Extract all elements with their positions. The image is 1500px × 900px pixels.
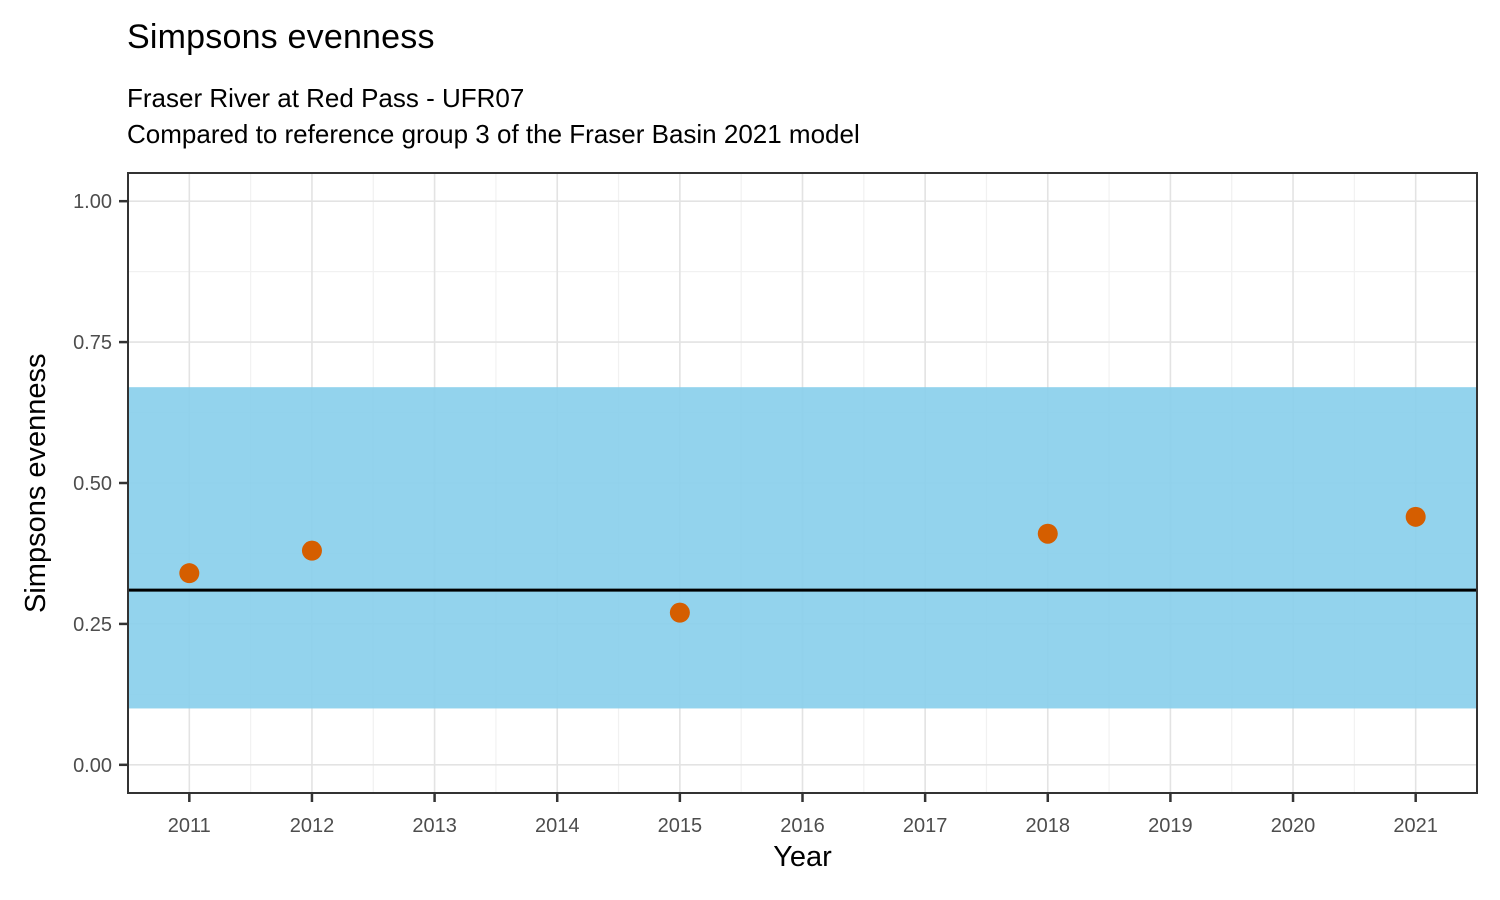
y-tick-label: 0.50 <box>73 473 112 495</box>
data-point <box>1405 506 1426 527</box>
x-tick-label: 2018 <box>1026 815 1071 837</box>
chart-subtitle: Fraser River at Red Pass - UFR07 Compare… <box>127 80 860 152</box>
x-tick-label: 2016 <box>780 815 825 837</box>
y-tick-label: 0.75 <box>73 332 112 354</box>
x-tick-label: 2013 <box>412 815 457 837</box>
x-tick-label: 2014 <box>535 815 580 837</box>
x-tick-label: 2011 <box>168 815 211 837</box>
chart-title: Simpsons evenness <box>127 18 435 56</box>
chart-subtitle-line1: Fraser River at Red Pass - UFR07 <box>127 83 525 113</box>
data-point <box>301 540 322 561</box>
y-tick-label: 0.00 <box>73 755 112 777</box>
y-tick-label: 0.25 <box>73 614 112 636</box>
x-tick-label: 2015 <box>658 815 703 837</box>
data-point <box>669 602 690 623</box>
chart-subtitle-line2: Compared to reference group 3 of the Fra… <box>127 119 860 149</box>
y-tick-label: 1.00 <box>73 191 112 213</box>
data-point <box>179 563 200 584</box>
reference-band <box>128 387 1477 709</box>
x-tick-label: 2019 <box>1148 815 1193 837</box>
x-tick-label: 2021 <box>1393 815 1438 837</box>
x-tick-label: 2012 <box>290 815 335 837</box>
x-tick-label: 2017 <box>903 815 948 837</box>
x-axis-title: Year <box>773 841 832 873</box>
x-tick-label: 2020 <box>1271 815 1316 837</box>
data-point <box>1037 523 1058 544</box>
